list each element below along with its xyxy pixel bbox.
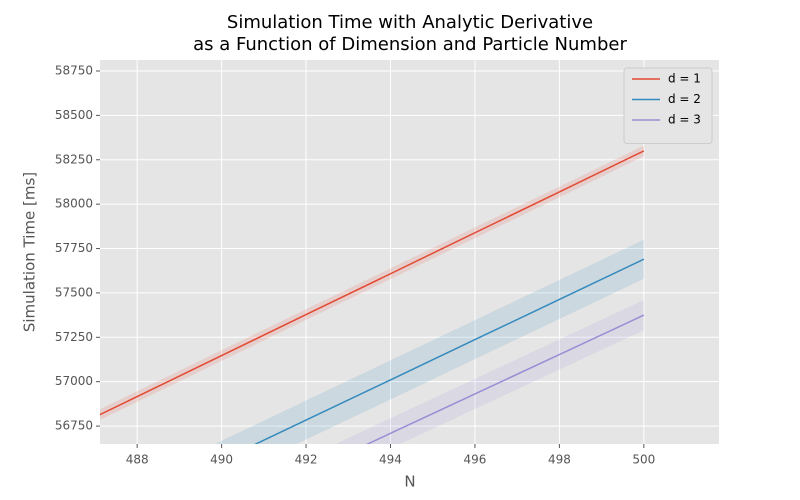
x-tick-label: 500 [632, 453, 655, 467]
y-axis-label: Simulation Time [ms] [21, 172, 39, 332]
y-tick-label: 58750 [55, 64, 93, 78]
y-tick-label: 58000 [55, 197, 93, 211]
x-tick-label: 490 [210, 453, 233, 467]
y-tick-label: 58500 [55, 108, 93, 122]
x-axis-label: N [404, 473, 415, 491]
legend-label: d = 1 [668, 72, 701, 86]
y-tick-label: 57750 [55, 241, 93, 255]
x-tick-label: 488 [126, 453, 149, 467]
plot-background [100, 60, 719, 444]
series-line [365, 314, 645, 444]
confidence-band [214, 239, 644, 444]
series-line [100, 150, 645, 416]
y-tick-label: 58250 [55, 152, 93, 166]
y-tick-label: 57500 [55, 285, 93, 299]
legend-box [623, 67, 713, 144]
y-tick-label: 57000 [55, 374, 93, 388]
confidence-band [335, 300, 644, 444]
legend-label: d = 2 [668, 92, 701, 106]
chart-title: Simulation Time with Analytic Derivative… [193, 12, 627, 55]
x-tick-label: 498 [548, 453, 571, 467]
series-line [254, 258, 645, 444]
legend-label: d = 3 [668, 113, 701, 127]
x-tick-label: 492 [295, 453, 318, 467]
x-tick-label: 496 [463, 453, 486, 467]
y-tick-label: 56750 [55, 419, 93, 433]
x-tick-label: 494 [379, 453, 402, 467]
y-tick-label: 57250 [55, 330, 93, 344]
